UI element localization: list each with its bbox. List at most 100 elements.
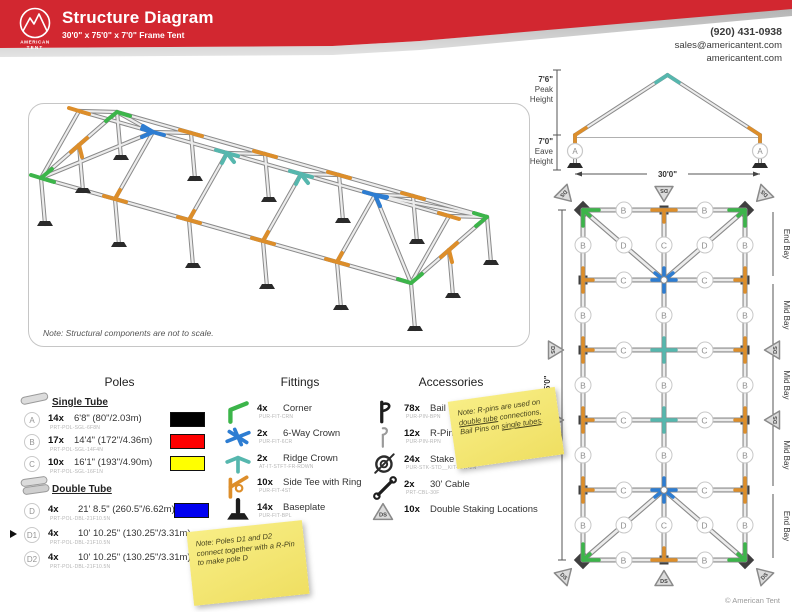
- fitting-part-number: PUR-FIT-4ST: [259, 488, 292, 494]
- svg-text:DS: DS: [760, 188, 770, 198]
- pole-label: D: [615, 516, 632, 534]
- pole-label: B: [736, 376, 754, 394]
- pole-label: B: [655, 446, 673, 464]
- eave-height-value: 7'0": [538, 137, 553, 146]
- plan-structure-drawing: 75'0" End Bay Mid Bay Mid Bay Mid Bay En…: [543, 200, 791, 570]
- fitting-row-baseplate: 14x Baseplate PUR-FIT-BPL: [225, 498, 375, 527]
- double-staking-icon: DS: [547, 340, 565, 360]
- svg-text:DS: DS: [558, 572, 568, 582]
- pole-label: C: [615, 341, 632, 359]
- pole-qty: 17x: [48, 435, 64, 446]
- leg-a-label: A: [572, 147, 578, 156]
- fitting-part-number: PUR-FIT-CRN: [259, 414, 294, 420]
- pole-part-number: PRT-POL-DBL-21F10.5N: [50, 564, 111, 570]
- pole-label: C: [615, 411, 632, 429]
- length-dimension-value: 75'0": [543, 375, 552, 394]
- pole-label: B: [736, 446, 754, 464]
- pole-label: C: [655, 516, 673, 534]
- pole-label: C: [655, 236, 673, 254]
- pole-part-number: PRT-POL-SGL-16F1N: [50, 469, 104, 475]
- pole-part-number: PRT-POL-DBL-21F10.5N: [50, 540, 111, 546]
- legend-fittings-section: Fittings 4x Corner PUR-FIT-CRN 2x 6-Way …: [225, 375, 375, 545]
- double-staking-icon: DS: [763, 410, 781, 430]
- svg-text:Height: Height: [530, 157, 554, 166]
- pole-label: B: [736, 516, 754, 534]
- logo-text-american: AMERICAN: [20, 40, 50, 45]
- fittings-3d: [29, 106, 489, 285]
- pole-size: 16'1" (193"/4.90m): [74, 457, 153, 468]
- double-tube-icon: [20, 476, 50, 495]
- copyright: © American Tent: [725, 596, 780, 605]
- pole-label: C: [615, 481, 632, 499]
- contact-email: sales@americantent.com: [674, 40, 782, 51]
- fitting-part-number: PUR-FIT-6CR: [259, 439, 293, 445]
- contact-website: americantent.com: [706, 53, 782, 64]
- pole-label: C: [696, 411, 713, 429]
- pole-qty: 10x: [48, 457, 64, 468]
- pole-label: D: [696, 236, 713, 254]
- ridge-crown-icon: [225, 455, 251, 474]
- pole-label: C: [696, 481, 713, 499]
- double-staking-icon: DS: [654, 185, 674, 203]
- bay-label-mid-3: Mid Bay: [782, 441, 791, 470]
- double-staking-icon: DS: [553, 183, 573, 203]
- mountains-icon: [22, 13, 48, 32]
- double-staking-icon: DS: [553, 567, 573, 587]
- baseplate-icon: [227, 498, 249, 520]
- corner-fitting-icon: [228, 401, 249, 424]
- double-staking-icon: DS: [755, 183, 775, 203]
- accessory-part-number: PUR-PIN-BPN: [406, 414, 441, 420]
- bay-label-mid-2: Mid Bay: [782, 371, 791, 400]
- accessory-row-doublestaking: DS 10x Double Staking Locations: [372, 502, 538, 529]
- poles-title: Poles: [104, 375, 135, 389]
- pole-size: 6'8" (80"/2.03m): [74, 413, 142, 424]
- fitting-part-number: AT-IT-STFT-FR-RDWN: [259, 464, 314, 470]
- pole-id-badge: A: [24, 412, 40, 428]
- accessory-part-number: PUR-PIN-RPN: [406, 439, 441, 445]
- pole-row-d1: D1 4x 10' 10.25" (130.25"/3.31m) PRT-POL…: [10, 527, 217, 549]
- legend-poles-section: Poles Single Tube A 14x 6'8" (80"/2.03m)…: [10, 375, 217, 585]
- pole-label: B: [655, 376, 673, 394]
- pole-part-number: PRT-POL-DBL-21F10.5N: [50, 516, 111, 522]
- scale-note: Note: Structural components are not to s…: [43, 328, 214, 338]
- pole-label: B: [655, 306, 673, 324]
- elevation-view: 7'6" Peak Height 7'0" Eave Height A A 30…: [530, 69, 769, 179]
- stake-ratchet-icon: [374, 453, 395, 474]
- single-tube-header: Single Tube: [52, 397, 108, 408]
- svg-text:DS: DS: [660, 187, 668, 193]
- fitting-row-sidetee: 10x Side Tee with Ring PUR-FIT-4ST: [225, 475, 375, 502]
- pole-label: B: [574, 376, 592, 394]
- pole-label: B: [574, 446, 592, 464]
- contact-block: (920) 431-0938 sales@americantent.com am…: [675, 26, 782, 65]
- pole-label: B: [736, 306, 754, 324]
- pole-row-b: B 17x 14'4" (172"/4.36m) PRT-POL-SGL-14F…: [22, 434, 217, 456]
- bay-label-end-1: End Bay: [782, 229, 791, 259]
- pole-qty: 14x: [48, 413, 64, 424]
- pole-label: D: [696, 516, 713, 534]
- pole-label: C: [696, 341, 713, 359]
- pole-qty: 4x: [48, 552, 59, 563]
- fitting-row-6way: 2x 6-Way Crown PUR-FIT-6CR: [225, 427, 375, 453]
- svg-text:Peak: Peak: [535, 85, 554, 94]
- leg-a-label: A: [757, 147, 763, 156]
- pole-row-c: C 10x 16'1" (193"/4.90m) PRT-POL-SGL-16F…: [22, 456, 217, 478]
- isometric-view-panel: Note: Structural components are not to s…: [28, 103, 530, 347]
- contact-phone: (920) 431-0938: [710, 26, 782, 38]
- fitting-row-corner: 4x Corner PUR-FIT-CRN: [225, 401, 375, 428]
- pole-label: B: [615, 551, 632, 569]
- fittings-title: Fittings: [280, 375, 320, 389]
- svg-text:DS: DS: [660, 579, 668, 585]
- pole-size: 21' 8.5" (260.5"/6.62m): [78, 504, 175, 515]
- pole-size: 10' 10.25" (130.25"/3.31m): [78, 528, 191, 539]
- side-tee-icon: [228, 475, 249, 499]
- pole-color-swatch-blue: [174, 503, 209, 518]
- elevation-fittings: [573, 73, 762, 146]
- pole-label: C: [696, 271, 713, 289]
- pole-label: B: [736, 236, 754, 254]
- pole-size: 14'4" (172"/4.36m): [74, 435, 153, 446]
- accessory-part-number: PRT-CBL-30F: [406, 490, 440, 496]
- pole-color-swatch-red: [170, 434, 205, 449]
- accessory-part-number: PUR-STK-STD__KIT-RAT-2N: [406, 465, 477, 471]
- accessories-title: Accessories: [418, 375, 484, 389]
- fitting-row-ridge: 2x Ridge Crown AT-IT-STFT-FR-RDWN: [225, 452, 375, 478]
